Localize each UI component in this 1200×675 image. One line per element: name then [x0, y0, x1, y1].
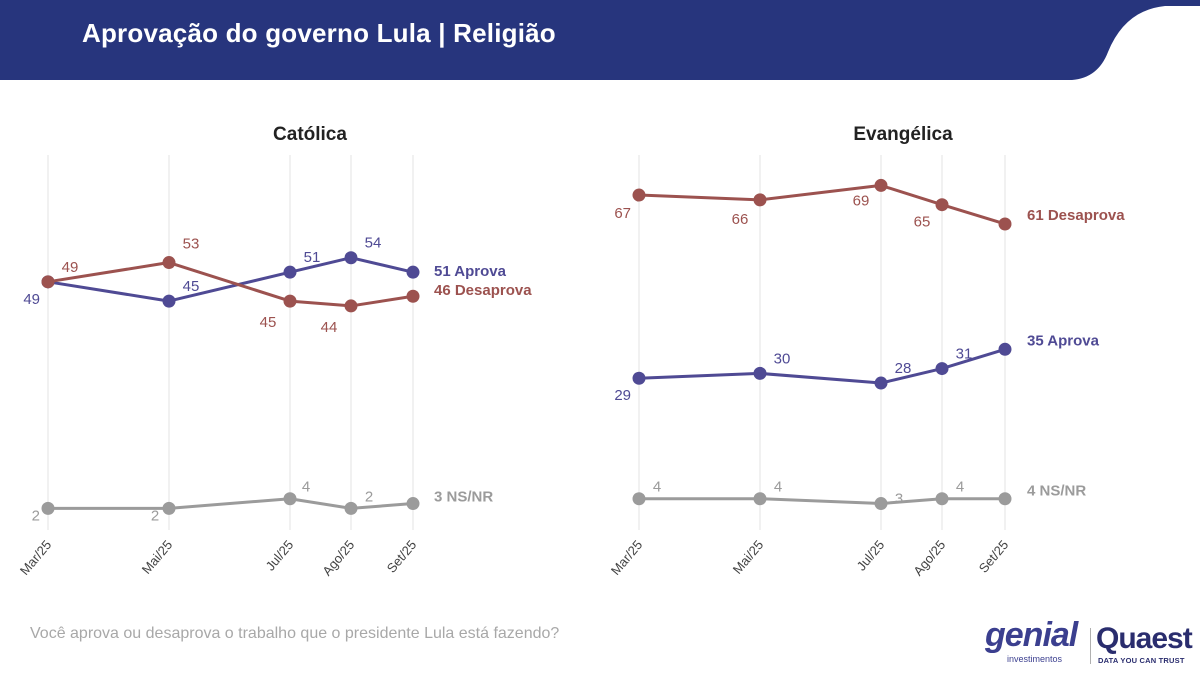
data-label-aprova: 51: [304, 249, 321, 266]
data-point-nsnr: [874, 497, 888, 511]
data-point-nsnr: [753, 492, 767, 506]
data-point-nsnr: [41, 501, 55, 515]
data-point-nsnr: [344, 501, 358, 515]
data-point-nsnr: [283, 492, 297, 506]
data-label-nsnr: 4: [653, 479, 661, 496]
data-label-nsnr: 3: [895, 491, 903, 508]
data-label-nsnr: 4: [956, 479, 964, 496]
survey-question: Você aprova ou desaprova o trabalho que …: [30, 625, 560, 642]
series-line-nsnr: [639, 497, 1005, 506]
genial-logo: genial investimentos: [985, 616, 1085, 670]
genial-logo-word: genial: [985, 616, 1078, 654]
data-label-aprova: 45: [183, 278, 200, 295]
header-banner: Aprovação do governo Lula | Religião: [0, 0, 1200, 80]
data-point-desaprova: [344, 299, 358, 313]
end-label-aprova: 51 Aprova: [434, 263, 507, 280]
data-label-nsnr: 4: [302, 479, 310, 496]
data-point-aprova: [283, 265, 297, 279]
data-point-aprova: [874, 376, 888, 390]
genial-logo-sub: investimentos: [1007, 654, 1063, 664]
x-tick-label: Set/25: [384, 537, 420, 575]
data-point-aprova: [998, 342, 1012, 356]
data-point-nsnr: [632, 492, 646, 506]
series-line-aprova: [638, 347, 1006, 385]
x-tick-label: Mai/25: [730, 537, 767, 577]
chart-title: Católica: [273, 124, 347, 145]
data-point-desaprova: [41, 275, 55, 289]
end-label-nsnr: 4 NS/NR: [1027, 483, 1086, 500]
data-point-aprova: [753, 366, 767, 380]
data-label-nsnr: 2: [151, 507, 159, 524]
data-label-aprova: 28: [895, 360, 912, 377]
end-label-nsnr: 3 NS/NR: [434, 489, 493, 506]
chart-evangelica: Evangélica Mar/25 Mai/25 Jul/25 Ago/25 Set/25…: [608, 124, 1125, 578]
x-tick-label: Jul/25: [854, 537, 888, 573]
data-label-nsnr: 4: [774, 479, 782, 496]
data-label-aprova: 30: [774, 350, 791, 367]
data-label-desaprova: 69: [853, 192, 870, 209]
x-tick-label: Mar/25: [608, 537, 646, 578]
series-line-desaprova: [638, 183, 1006, 226]
chart-title: Evangélica: [853, 124, 953, 145]
data-label-aprova: 31: [956, 346, 973, 363]
data-point-nsnr: [406, 497, 420, 511]
data-point-nsnr: [998, 492, 1012, 506]
data-label-aprova: 49: [23, 291, 40, 308]
data-point-aprova: [406, 265, 420, 279]
x-tick-label: Mar/25: [17, 537, 55, 578]
data-label-nsnr: 2: [32, 507, 40, 524]
data-label-aprova: 29: [614, 387, 631, 404]
data-label-nsnr: 2: [365, 488, 373, 505]
quaest-logo-sub: DATA YOU CAN TRUST: [1098, 656, 1185, 665]
x-tick-label: Ago/25: [910, 537, 948, 578]
x-tick-label: Set/25: [976, 537, 1012, 575]
data-label-desaprova: 66: [732, 211, 749, 228]
data-point-desaprova: [753, 193, 767, 207]
data-label-desaprova: 53: [183, 236, 200, 253]
data-point-desaprova: [283, 294, 297, 308]
end-label-desaprova: 61 Desaprova: [1027, 207, 1125, 224]
data-label-desaprova: 67: [614, 205, 631, 222]
quaest-logo: Quaest DATA YOU CAN TRUST: [1096, 622, 1196, 672]
data-point-desaprova: [632, 188, 646, 202]
end-label-desaprova: 46 Desaprova: [434, 282, 532, 299]
logo-divider: [1090, 628, 1091, 664]
data-label-desaprova: 45: [260, 314, 277, 331]
data-point-aprova: [162, 294, 176, 308]
page-title: Aprovação do governo Lula | Religião: [82, 18, 556, 48]
data-point-aprova: [344, 251, 358, 265]
data-point-aprova: [935, 362, 949, 376]
x-tick-label: Jul/25: [263, 537, 297, 573]
end-label-aprova: 35 Aprova: [1027, 332, 1100, 349]
data-point-desaprova: [874, 178, 888, 192]
data-label-desaprova: 49: [62, 259, 79, 276]
header-background: [0, 0, 1200, 80]
data-label-desaprova: 44: [321, 319, 338, 336]
data-point-desaprova: [406, 289, 420, 303]
data-point-desaprova: [162, 256, 176, 270]
x-tick-label: Mai/25: [139, 537, 176, 577]
series-line-desaprova: [47, 261, 414, 308]
data-label-aprova: 54: [365, 235, 382, 252]
data-point-desaprova: [998, 217, 1012, 231]
data-point-desaprova: [935, 198, 949, 212]
quaest-logo-word: Quaest: [1096, 622, 1193, 655]
data-point-aprova: [632, 371, 646, 385]
data-label-desaprova: 65: [914, 214, 931, 231]
data-point-nsnr: [935, 492, 949, 506]
chart-catolica: Católica Mar/25 Mai/25 Jul/25 Ago/25 Set/25 49…: [17, 124, 532, 578]
x-tick-label: Ago/25: [319, 537, 357, 578]
series-line-nsnr: [48, 497, 414, 510]
data-point-nsnr: [162, 501, 176, 515]
series-line-aprova: [47, 256, 414, 303]
